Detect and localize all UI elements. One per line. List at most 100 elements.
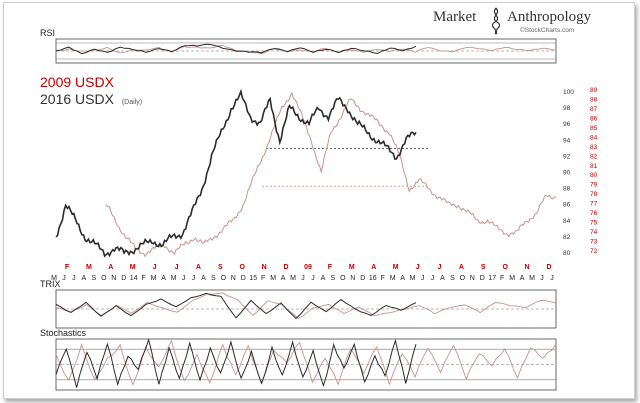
y-tick-2009: 73 — [590, 239, 598, 246]
y-tick-2009: 86 — [590, 115, 598, 122]
x-tick-2016: M — [390, 275, 396, 282]
series-2016-line — [55, 292, 417, 320]
x-tick-2016: O — [340, 275, 346, 282]
x-tick-2009: A — [459, 264, 464, 271]
x-tick-2009: F — [328, 264, 333, 271]
x-tick-2009: O — [240, 264, 246, 271]
legend-2016-label: 2016 USDX — [40, 91, 115, 107]
x-tick-2016: 15 — [249, 275, 257, 282]
series-2009-line — [55, 292, 557, 320]
y-tick-2016: 96 — [563, 121, 571, 128]
x-tick-2009: M — [393, 264, 399, 271]
x-tick-2016: A — [440, 275, 445, 282]
panel-title: RSI — [40, 28, 55, 38]
y-tick-2009: 82 — [590, 153, 598, 160]
y-tick-2009: 85 — [590, 125, 598, 132]
y-tick-2016: 82 — [563, 234, 571, 241]
x-tick-2016: O — [221, 275, 227, 282]
brand-name-left: Market — [433, 9, 477, 25]
y-tick-2016: 100 — [563, 89, 574, 96]
x-tick-2016: J — [431, 275, 435, 282]
x-tick-2016: D — [241, 275, 246, 282]
y-tick-2009: 75 — [590, 220, 598, 227]
x-tick-2009: F — [65, 264, 70, 271]
y-tick-2009: 74 — [590, 229, 598, 236]
y-tick-2009: 78 — [590, 191, 598, 198]
brand-source: ©StockCharts.com — [520, 26, 574, 34]
x-tick-2016: A — [400, 275, 405, 282]
x-tick-2016: D — [480, 275, 485, 282]
x-tick-2016: M — [151, 275, 157, 282]
y-tick-2009: 72 — [590, 248, 598, 255]
x-tick-2016: N — [111, 275, 116, 282]
x-tick-2009: D — [546, 264, 551, 271]
panel-rsi: RSI — [40, 28, 557, 64]
x-tick-2016: O — [101, 275, 107, 282]
x-tick-2009: A — [108, 264, 113, 271]
x-tick-2009: D — [284, 264, 289, 271]
x-tick-2016: J — [421, 275, 425, 282]
legend: 2009 USDX 2016 USDX (Daily) — [40, 74, 142, 107]
panel-stochastics: Stochastics — [40, 328, 557, 391]
series-2009-line — [105, 91, 557, 258]
x-tick-2016: A — [520, 275, 525, 282]
x-tick-2016: M — [270, 275, 276, 282]
panel-price: 80 82 84 86 88 90 92 94 96 98 100 72 73 74 75 76 77 78 79 8… — [51, 87, 598, 282]
y-tick-2016: 88 — [563, 186, 571, 193]
x-tick-2009: M — [349, 264, 355, 271]
svg-text:2016 USDX (Daily): 2016 USDX (Daily) — [40, 91, 142, 107]
y-tick-2009: 88 — [590, 96, 598, 103]
x-tick-2009: A — [371, 264, 376, 271]
y-tick-2009: 89 — [590, 87, 598, 94]
x-tick-2016: M — [51, 275, 57, 282]
series-2009-line — [55, 44, 556, 55]
x-tick-2009: S — [481, 264, 486, 271]
x-tick-2009: N — [262, 264, 267, 271]
x-tick-2016: M — [509, 275, 515, 282]
x-tick-2009: J — [416, 264, 420, 271]
chart-canvas: Market Anthropology ©StockCharts.com 200… — [40, 7, 598, 391]
x-tick-2016: 14 — [130, 275, 138, 282]
x-tick-2016: J — [540, 275, 544, 282]
y-tick-2009: 80 — [590, 172, 598, 179]
x-tick-2016: J — [72, 275, 76, 282]
x-tick-2009: J — [175, 264, 179, 271]
x-tick-2009: J — [153, 264, 157, 271]
series-2016-line — [55, 88, 417, 258]
x-tick-2016: M — [171, 275, 177, 282]
series-2016-line — [55, 43, 417, 55]
x-tick-2016: J — [192, 275, 196, 282]
x-tick-2016: F — [500, 275, 504, 282]
x-tick-2016: S — [211, 275, 216, 282]
x-tick-2016: N — [470, 275, 475, 282]
x-tick-2016: N — [350, 275, 355, 282]
x-tick-2016: A — [82, 275, 87, 282]
x-tick-2016: 17 — [488, 275, 496, 282]
chart-panels: RSI 80 82 84 86 88 90 92 94 96 98 100 72 73 74 75 76 77 78… — [40, 28, 598, 391]
x-tick-2016: F — [381, 275, 385, 282]
x-tick-2009: A — [196, 264, 201, 271]
x-tick-2016: J — [62, 275, 66, 282]
panel-title: Stochastics — [40, 328, 87, 338]
x-tick-2016: J — [311, 275, 315, 282]
x-tick-2009: N — [525, 264, 530, 271]
x-tick-2016: M — [529, 275, 535, 282]
x-tick-2016: S — [92, 275, 97, 282]
panel-title: TRIX — [40, 279, 61, 289]
x-tick-2016: J — [301, 275, 305, 282]
x-tick-2016: 16 — [369, 275, 377, 282]
x-tick-2009: S — [218, 264, 223, 271]
dna-helix-icon — [491, 7, 501, 35]
x-tick-2016: A — [321, 275, 326, 282]
x-tick-2016: F — [141, 275, 145, 282]
x-tick-2016: J — [182, 275, 186, 282]
x-tick-2016: D — [360, 275, 365, 282]
legend-2016-suffix: (Daily) — [122, 99, 142, 106]
series-2016-line — [55, 338, 417, 388]
x-tick-2016: A — [281, 275, 286, 282]
panel-trix: TRIX — [40, 279, 557, 329]
y-tick-2009: 79 — [590, 182, 598, 189]
x-tick-2016: A — [201, 275, 206, 282]
x-tick-2016: M — [410, 275, 416, 282]
y-tick-2009: 84 — [590, 134, 598, 141]
